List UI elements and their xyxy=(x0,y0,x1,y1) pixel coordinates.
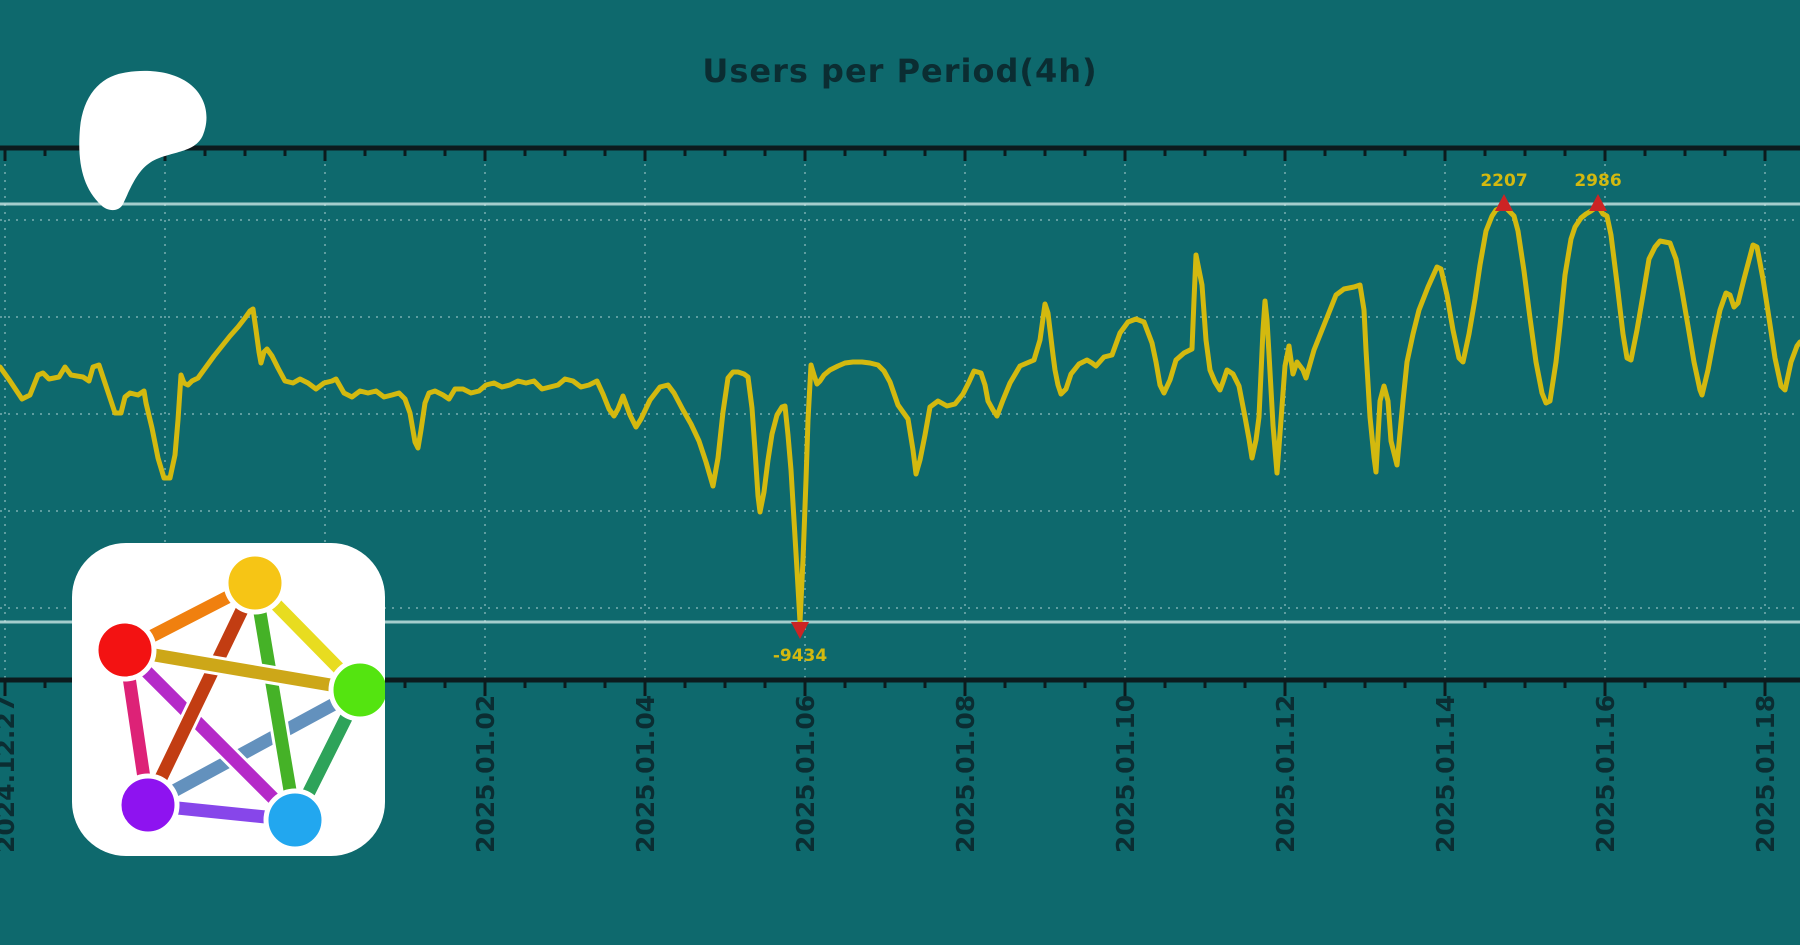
x-tick-label: 2025.01.02 xyxy=(471,695,500,853)
peak-marker-icon xyxy=(1495,194,1513,211)
fediverse-edge-green-purple xyxy=(141,683,367,812)
annotation-value: 2207 xyxy=(1480,171,1527,191)
fediverse-logo-card xyxy=(72,543,385,856)
x-tick-label: 2025.01.14 xyxy=(1431,695,1460,853)
annotation-value: -9434 xyxy=(773,646,828,666)
x-tick-label: 2025.01.06 xyxy=(791,695,820,853)
peak-marker-icon xyxy=(1589,194,1607,211)
x-tick-label: 2025.01.04 xyxy=(631,695,660,853)
users-series-line xyxy=(0,203,1800,625)
min-marker-icon xyxy=(791,622,809,639)
page-title: Users per Period(4h) xyxy=(702,52,1098,90)
annotation-value: 2986 xyxy=(1574,171,1621,191)
x-tick-label: 2025.01.18 xyxy=(1751,695,1780,853)
fediverse-logo xyxy=(93,551,385,852)
x-tick-label: 2025.01.12 xyxy=(1271,695,1300,853)
fediverse-node-blue xyxy=(263,788,327,852)
x-tick-label: 2025.01.08 xyxy=(951,695,980,853)
fediverse-node-yellow xyxy=(223,551,287,615)
x-tick-label: 2025.01.16 xyxy=(1591,695,1620,853)
fediverse-edge-yellow-purple xyxy=(141,576,262,812)
x-tick-label: 2025.01.10 xyxy=(1111,695,1140,853)
fediverse-edge-red-blue xyxy=(118,643,302,827)
fediverse-edge-yellow-blue xyxy=(248,576,302,827)
fediverse-node-purple xyxy=(116,773,180,837)
x-tick-label: 2024.12.27 xyxy=(0,695,20,853)
fediverse-node-red xyxy=(93,618,157,682)
fediverse-node-green xyxy=(328,658,385,722)
white-blob-logo xyxy=(79,70,207,211)
white-blob-shape xyxy=(79,70,207,211)
fediverse-edge-red-green xyxy=(118,643,367,697)
